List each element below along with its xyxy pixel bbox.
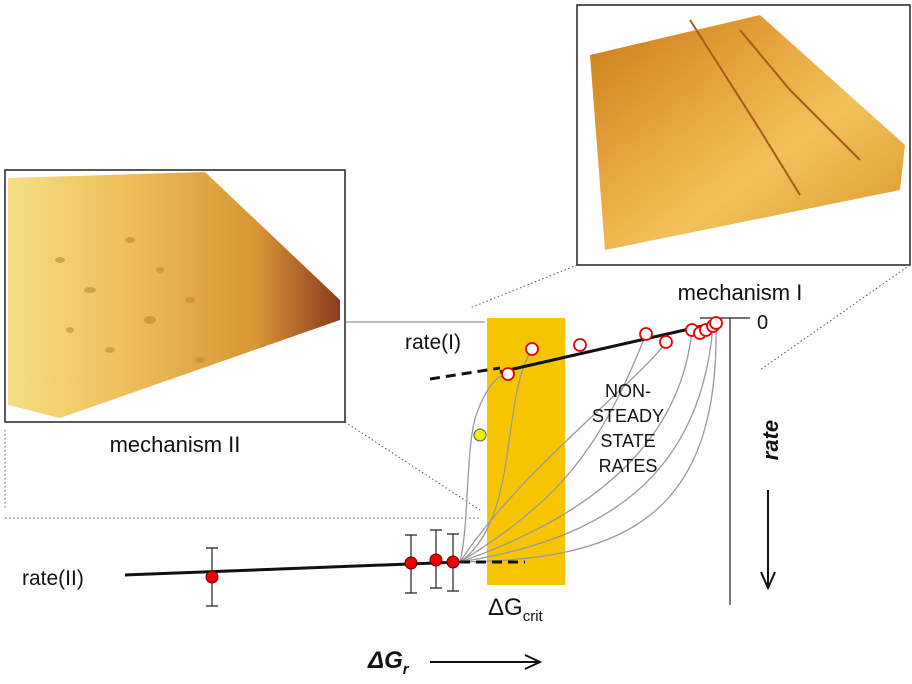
critical-band — [487, 318, 565, 585]
subscript: r — [403, 661, 410, 678]
label: STEADY — [592, 406, 664, 426]
arrow — [430, 655, 540, 669]
subscript: crit — [523, 608, 544, 625]
arrow — [761, 490, 775, 588]
data-point — [206, 554, 459, 583]
symbol: ΔG — [488, 594, 523, 621]
label: 0 — [757, 312, 768, 334]
axis-label: ΔGcrit — [488, 594, 544, 625]
data-point — [474, 429, 486, 441]
axis-label: ΔGr — [367, 647, 410, 678]
label: mechanism I — [678, 280, 803, 305]
label: NON- — [605, 381, 651, 401]
label: rate(I) — [405, 331, 461, 354]
symbol: ΔG — [367, 647, 403, 674]
label: mechanism II — [110, 432, 241, 457]
label: rate(II) — [22, 567, 84, 590]
label: STATE — [600, 431, 655, 451]
label: RATES — [599, 456, 658, 476]
diagram: mechanism I mechanism II 0 rate(I) rate(… — [0, 0, 912, 684]
axis-label: rate — [758, 420, 783, 460]
